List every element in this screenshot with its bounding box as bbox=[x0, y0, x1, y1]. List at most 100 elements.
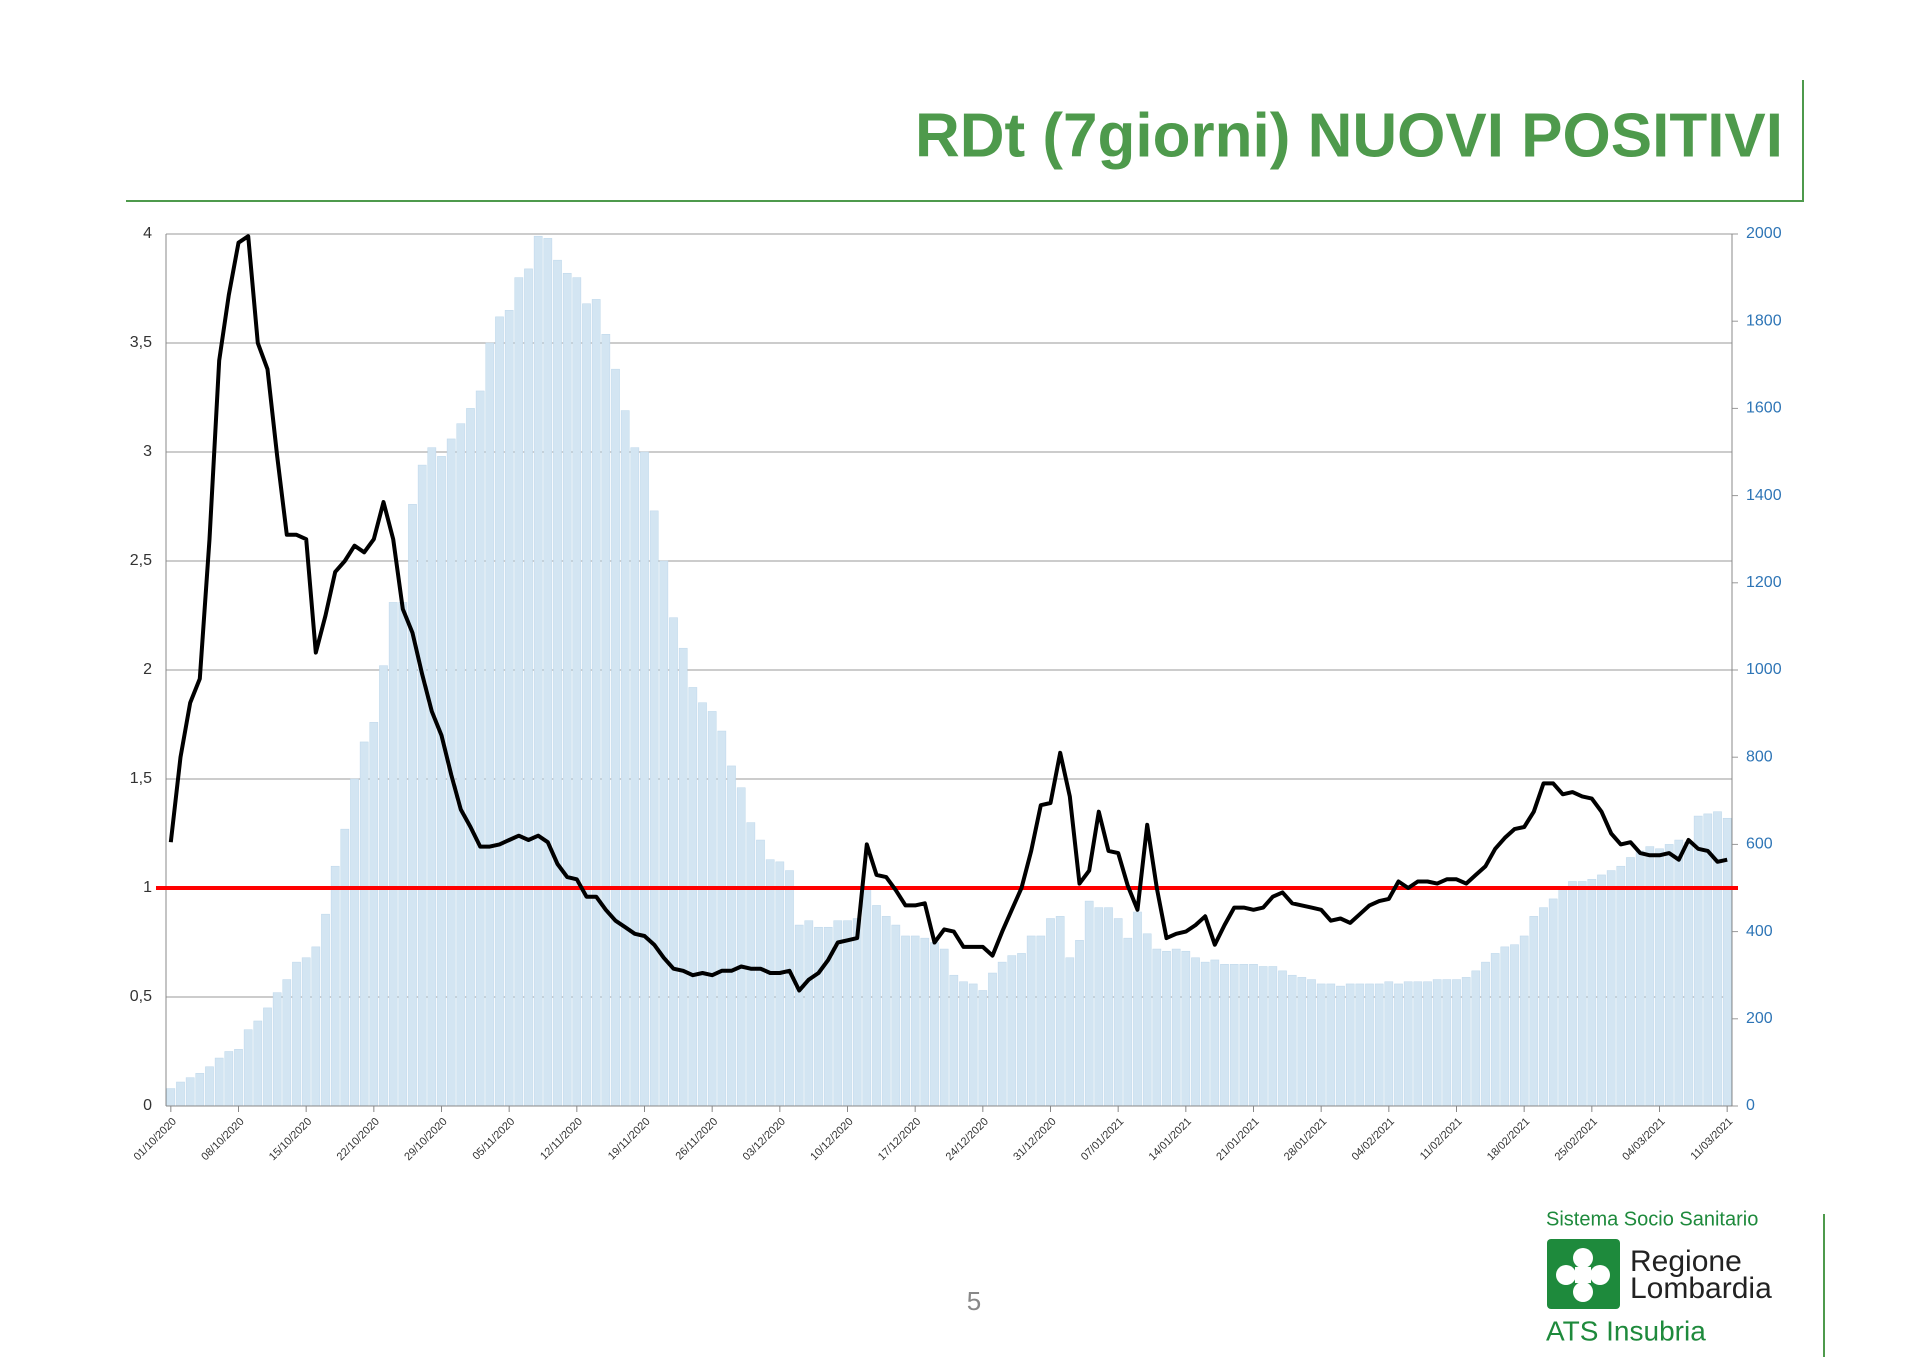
bar bbox=[1365, 983, 1374, 1107]
bar bbox=[988, 972, 997, 1107]
x-tick-label: 25/02/2021 bbox=[1553, 1116, 1600, 1163]
bar bbox=[1036, 935, 1046, 1107]
y-tick-label: 2 bbox=[143, 661, 152, 678]
bar bbox=[1142, 933, 1152, 1107]
bar bbox=[756, 839, 765, 1107]
bar bbox=[582, 303, 591, 1107]
bar bbox=[659, 560, 669, 1107]
bar bbox=[611, 368, 620, 1107]
bar bbox=[214, 1057, 224, 1107]
bar bbox=[1606, 870, 1616, 1107]
line bbox=[168, 234, 1728, 993]
x-tick-label: 15/10/2020 bbox=[267, 1116, 314, 1163]
y-tick-label: 1,5 bbox=[130, 770, 152, 787]
y-tick-label: 2,5 bbox=[130, 552, 152, 569]
x-tick-label: 12/11/2020 bbox=[538, 1116, 585, 1163]
bar bbox=[253, 1020, 263, 1107]
bar bbox=[176, 1081, 185, 1107]
bar bbox=[640, 451, 649, 1107]
bar bbox=[785, 870, 794, 1107]
bar bbox=[1423, 981, 1432, 1107]
bar bbox=[166, 1088, 176, 1107]
bar bbox=[1210, 959, 1220, 1107]
bar bbox=[437, 456, 446, 1107]
bar bbox=[1510, 944, 1519, 1107]
bar bbox=[466, 408, 475, 1107]
bar bbox=[243, 1029, 253, 1107]
bar bbox=[1664, 844, 1674, 1107]
bar bbox=[1287, 974, 1297, 1107]
bar bbox=[1558, 887, 1568, 1107]
bar bbox=[1461, 977, 1471, 1107]
bar bbox=[765, 859, 775, 1107]
bar bbox=[369, 722, 379, 1107]
bar bbox=[1568, 881, 1577, 1107]
bar bbox=[1191, 957, 1200, 1107]
bar bbox=[1529, 916, 1539, 1107]
bar bbox=[224, 1051, 234, 1107]
bar bbox=[185, 1077, 195, 1107]
bar bbox=[1065, 957, 1075, 1107]
bar bbox=[1297, 977, 1307, 1107]
bar bbox=[852, 918, 862, 1107]
bar bbox=[872, 905, 881, 1107]
bar bbox=[698, 702, 707, 1107]
bar bbox=[843, 920, 852, 1107]
bar bbox=[379, 665, 388, 1107]
bar bbox=[1442, 979, 1452, 1107]
bar bbox=[959, 981, 968, 1107]
bar bbox=[350, 778, 359, 1107]
bar bbox=[1374, 983, 1384, 1107]
y2-tick-label: 1400 bbox=[1746, 487, 1782, 504]
bar bbox=[1684, 841, 1693, 1107]
bar bbox=[1278, 970, 1287, 1107]
bar bbox=[1123, 937, 1133, 1107]
bar bbox=[978, 990, 988, 1107]
bar bbox=[1307, 979, 1316, 1107]
bar bbox=[398, 602, 408, 1107]
y-tick-label: 1 bbox=[143, 879, 152, 896]
bar bbox=[263, 1007, 272, 1107]
y2-tick-label: 800 bbox=[1746, 748, 1773, 765]
bar bbox=[794, 924, 804, 1107]
bar bbox=[601, 334, 611, 1107]
bar bbox=[456, 423, 466, 1107]
plot: 0 0,5 1 1,5 2 2,5 3 3,5 4 0 200 400 600 800 1000 1200 14… bbox=[130, 225, 1782, 1163]
bar bbox=[1432, 979, 1442, 1107]
bar bbox=[388, 602, 398, 1107]
y-tick-label: 3 bbox=[143, 443, 152, 460]
bar bbox=[1471, 970, 1481, 1107]
bar bbox=[1200, 961, 1210, 1107]
bar bbox=[1181, 950, 1191, 1107]
bar bbox=[1316, 983, 1326, 1107]
bar bbox=[1336, 985, 1345, 1107]
y2-tick-label: 600 bbox=[1746, 836, 1773, 853]
bar bbox=[949, 974, 959, 1107]
bar bbox=[1597, 874, 1606, 1107]
x-tick-label: 19/11/2020 bbox=[606, 1116, 653, 1163]
bar bbox=[736, 787, 746, 1107]
x-tick-label: 11/02/2021 bbox=[1418, 1116, 1465, 1163]
logo-bottom: ATS Insubria bbox=[1546, 1315, 1706, 1346]
bar bbox=[1519, 935, 1529, 1107]
bar bbox=[901, 935, 910, 1107]
x-tick-label: 21/01/2021 bbox=[1214, 1116, 1261, 1163]
bar bbox=[495, 316, 504, 1107]
x-tick-label: 26/11/2020 bbox=[673, 1116, 720, 1163]
bar bbox=[1113, 918, 1123, 1107]
x-tick-label: 31/12/2020 bbox=[1011, 1116, 1058, 1163]
bar bbox=[408, 504, 417, 1107]
bar bbox=[562, 272, 572, 1107]
logo-top: Sistema Socio Sanitario bbox=[1546, 1208, 1758, 1230]
bar bbox=[1626, 857, 1635, 1107]
bar bbox=[301, 957, 311, 1107]
bar bbox=[775, 861, 785, 1107]
y-tick-label: 0,5 bbox=[130, 988, 152, 1005]
bar bbox=[707, 711, 717, 1107]
bar bbox=[1220, 964, 1229, 1107]
bar bbox=[620, 410, 630, 1107]
bar bbox=[1171, 948, 1181, 1107]
bar bbox=[1084, 900, 1094, 1107]
bar bbox=[1539, 907, 1548, 1107]
logo-line2: Lombardia bbox=[1630, 1272, 1772, 1305]
